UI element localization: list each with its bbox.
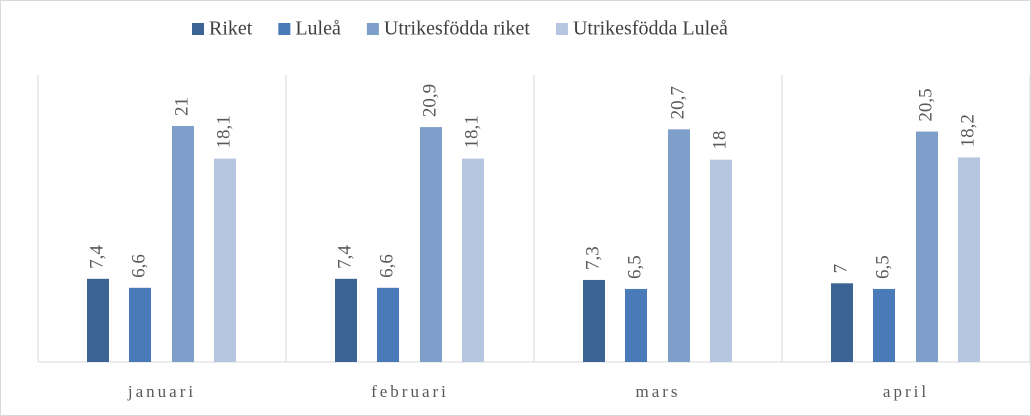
legend-label: Luleå — [295, 18, 341, 40]
bar — [335, 278, 357, 362]
data-label: 20,7 — [667, 86, 688, 119]
bar — [214, 158, 236, 362]
x-tick-label: april — [883, 382, 929, 401]
bar — [172, 125, 194, 363]
bar — [420, 127, 442, 362]
bar — [87, 278, 109, 362]
bar — [710, 159, 732, 362]
data-label: 6,6 — [128, 254, 149, 278]
bar — [129, 287, 151, 362]
legend-swatch — [555, 23, 568, 35]
data-label: 21 — [171, 97, 192, 116]
legend-swatch — [366, 23, 379, 35]
data-label: 18,1 — [213, 115, 234, 148]
legend-swatch — [192, 23, 204, 35]
data-label: 7,3 — [582, 246, 603, 270]
bar — [916, 131, 938, 362]
data-label: 18,1 — [461, 115, 482, 148]
data-label: 7,4 — [334, 245, 355, 269]
data-label: 18,2 — [957, 114, 978, 147]
data-label: 6,6 — [376, 254, 397, 278]
bar — [583, 279, 605, 362]
data-label: 20,9 — [419, 84, 440, 117]
bar — [462, 158, 484, 362]
x-tick-label: januari — [127, 382, 196, 401]
legend-label: Utrikesfödda Luleå — [573, 18, 728, 40]
data-label: 7,4 — [86, 245, 107, 269]
data-label: 6,5 — [624, 255, 645, 279]
x-tick-label: februari — [371, 382, 449, 401]
data-label: 20,5 — [915, 88, 936, 121]
x-tick-label: mars — [635, 382, 680, 401]
bar — [668, 129, 690, 362]
bar — [873, 288, 895, 362]
bar — [377, 287, 399, 362]
legend-swatch — [278, 23, 291, 35]
bar — [625, 288, 647, 362]
legend-label: Riket — [209, 18, 253, 40]
legend-label: Utrikesfödda riket — [384, 18, 531, 40]
bar — [831, 283, 853, 362]
data-label: 18 — [709, 131, 730, 150]
data-label: 6,5 — [872, 255, 893, 279]
data-label: 7 — [830, 264, 851, 274]
bar — [958, 157, 980, 362]
